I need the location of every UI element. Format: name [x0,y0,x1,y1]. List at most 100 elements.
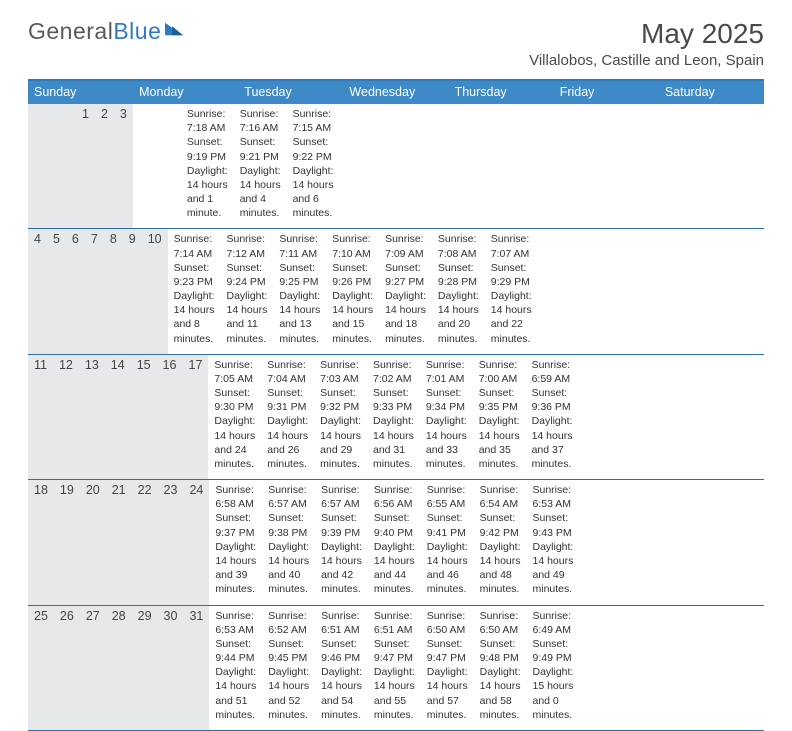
day-info [133,104,145,228]
day-number: 21 [106,480,132,604]
day-number: 4 [28,229,47,353]
dow-thursday: Thursday [449,81,554,104]
day-number: 20 [80,480,106,604]
day-number: 26 [54,606,80,730]
day-info: Sunrise: 7:01 AM Sunset: 9:34 PM Dayligh… [420,355,473,479]
daynum-row: 18192021222324 [28,480,209,604]
daynum-row: 45678910 [28,229,168,353]
day-info: Sunrise: 7:00 AM Sunset: 9:35 PM Dayligh… [473,355,526,479]
title-block: May 2025 Villalobos, Castille and Leon, … [529,18,764,69]
day-number [40,104,52,228]
day-number: 9 [123,229,142,353]
day-info: Sunrise: 6:53 AM Sunset: 9:43 PM Dayligh… [527,480,580,604]
daynum-row: 123 [28,104,133,228]
weeks-container: 123Sunrise: 7:18 AM Sunset: 9:19 PM Dayl… [28,104,764,730]
day-info: Sunrise: 6:57 AM Sunset: 9:38 PM Dayligh… [262,480,315,604]
day-number: 8 [104,229,123,353]
day-number: 7 [85,229,104,353]
day-info: Sunrise: 7:14 AM Sunset: 9:23 PM Dayligh… [168,229,221,353]
day-number: 29 [132,606,158,730]
day-info: Sunrise: 7:12 AM Sunset: 9:24 PM Dayligh… [220,229,273,353]
day-number: 27 [80,606,106,730]
body-row: Sunrise: 6:58 AM Sunset: 9:37 PM Dayligh… [209,480,579,604]
day-info: Sunrise: 6:49 AM Sunset: 9:49 PM Dayligh… [527,606,580,730]
day-info: Sunrise: 6:51 AM Sunset: 9:46 PM Dayligh… [315,606,368,730]
dow-tuesday: Tuesday [238,81,343,104]
day-info: Sunrise: 7:08 AM Sunset: 9:28 PM Dayligh… [432,229,485,353]
week-row: 18192021222324Sunrise: 6:58 AM Sunset: 9… [28,479,764,604]
day-info: Sunrise: 7:11 AM Sunset: 9:25 PM Dayligh… [273,229,326,353]
day-number: 11 [28,355,53,479]
brand-part2: Blue [113,18,161,44]
day-number: 31 [183,606,209,730]
body-row: Sunrise: 7:18 AM Sunset: 9:19 PM Dayligh… [133,104,340,228]
day-number: 23 [158,480,184,604]
day-info: Sunrise: 7:07 AM Sunset: 9:29 PM Dayligh… [485,229,538,353]
calendar: Sunday Monday Tuesday Wednesday Thursday… [28,79,764,730]
day-number: 28 [106,606,132,730]
day-number: 1 [76,104,95,228]
day-info: Sunrise: 6:55 AM Sunset: 9:41 PM Dayligh… [421,480,474,604]
header: GeneralBlue May 2025 Villalobos, Castill… [0,0,792,75]
brand-logo: GeneralBlue [28,18,183,45]
brand-triangle-icon [165,22,183,36]
day-number: 13 [79,355,105,479]
dow-saturday: Saturday [659,81,764,104]
day-number: 24 [183,480,209,604]
dow-row: Sunday Monday Tuesday Wednesday Thursday… [28,81,764,104]
day-info: Sunrise: 7:04 AM Sunset: 9:31 PM Dayligh… [261,355,314,479]
dow-sunday: Sunday [28,81,133,104]
day-number: 19 [54,480,80,604]
day-number: 10 [142,229,168,353]
body-row: Sunrise: 7:05 AM Sunset: 9:30 PM Dayligh… [208,355,578,479]
day-info [169,104,181,228]
day-info: Sunrise: 7:15 AM Sunset: 9:22 PM Dayligh… [287,104,340,228]
day-number: 3 [114,104,133,228]
daynum-row: 25262728293031 [28,606,209,730]
dow-wednesday: Wednesday [343,81,448,104]
body-row: Sunrise: 6:53 AM Sunset: 9:44 PM Dayligh… [209,606,579,730]
day-info [145,104,157,228]
page-title: May 2025 [529,18,764,50]
day-info: Sunrise: 7:18 AM Sunset: 9:19 PM Dayligh… [181,104,234,228]
day-info: Sunrise: 6:51 AM Sunset: 9:47 PM Dayligh… [368,606,421,730]
day-number: 16 [157,355,183,479]
day-number: 6 [66,229,85,353]
day-number: 12 [53,355,79,479]
day-number: 25 [28,606,54,730]
day-info: Sunrise: 6:57 AM Sunset: 9:39 PM Dayligh… [315,480,368,604]
brand-part1: General [28,18,113,44]
day-number [28,104,40,228]
day-info: Sunrise: 6:54 AM Sunset: 9:42 PM Dayligh… [474,480,527,604]
day-info: Sunrise: 6:58 AM Sunset: 9:37 PM Dayligh… [209,480,262,604]
day-info: Sunrise: 7:05 AM Sunset: 9:30 PM Dayligh… [208,355,261,479]
page-subtitle: Villalobos, Castille and Leon, Spain [529,52,764,69]
week-row: 25262728293031Sunrise: 6:53 AM Sunset: 9… [28,605,764,730]
body-row: Sunrise: 7:14 AM Sunset: 9:23 PM Dayligh… [168,229,538,353]
week-row: 45678910Sunrise: 7:14 AM Sunset: 9:23 PM… [28,228,764,353]
day-info: Sunrise: 6:56 AM Sunset: 9:40 PM Dayligh… [368,480,421,604]
day-info: Sunrise: 7:10 AM Sunset: 9:26 PM Dayligh… [326,229,379,353]
day-info: Sunrise: 6:50 AM Sunset: 9:48 PM Dayligh… [474,606,527,730]
day-number: 15 [131,355,157,479]
daynum-row: 11121314151617 [28,355,208,479]
day-number: 18 [28,480,54,604]
dow-monday: Monday [133,81,238,104]
day-number: 14 [105,355,131,479]
week-row: 11121314151617Sunrise: 7:05 AM Sunset: 9… [28,354,764,479]
day-info: Sunrise: 7:02 AM Sunset: 9:33 PM Dayligh… [367,355,420,479]
day-info: Sunrise: 7:09 AM Sunset: 9:27 PM Dayligh… [379,229,432,353]
day-number [52,104,64,228]
day-info [157,104,169,228]
day-number [64,104,76,228]
week-row: 123 Sunrise: 7:18 AM Sunset: 9:19 PM Dayl… [28,104,764,228]
brand-text: GeneralBlue [28,18,161,45]
day-number: 17 [183,355,209,479]
day-info: Sunrise: 6:50 AM Sunset: 9:47 PM Dayligh… [421,606,474,730]
day-info: Sunrise: 7:03 AM Sunset: 9:32 PM Dayligh… [314,355,367,479]
day-number: 30 [158,606,184,730]
day-info: Sunrise: 6:59 AM Sunset: 9:36 PM Dayligh… [526,355,579,479]
day-number: 5 [47,229,66,353]
day-number: 2 [95,104,114,228]
day-info: Sunrise: 6:53 AM Sunset: 9:44 PM Dayligh… [209,606,262,730]
